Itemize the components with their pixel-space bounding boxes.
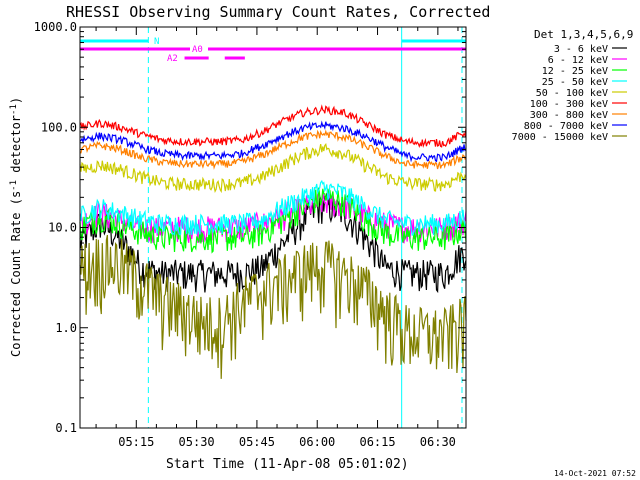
status-label-bg: [190, 43, 208, 53]
series-line: [79, 187, 467, 254]
x-tick-label: 05:15: [118, 435, 154, 449]
y-tick-label: 100.0: [41, 120, 77, 134]
legend-label: 7000 - 15000 keV: [512, 132, 608, 143]
chart-title: RHESSI Observing Summary Count Rates, Co…: [66, 3, 490, 21]
y-tick-label: 1000.0: [34, 20, 77, 34]
series-line: [79, 104, 467, 149]
y-axis-label: Corrected Count Rate (s-1 detector-1): [9, 97, 23, 357]
legend-title: Det 1,3,4,5,6,9: [534, 28, 633, 41]
x-tick-label: 05:45: [239, 435, 275, 449]
legend-label: 6 - 12 keV: [548, 55, 608, 66]
legend-label: 800 - 7000 keV: [524, 121, 608, 132]
status-label-a0: A0: [192, 45, 203, 55]
legend-label: 100 - 300 keV: [530, 99, 608, 110]
plot-area: N A0 A2: [79, 27, 467, 428]
status-label-a2: A2: [167, 54, 178, 64]
x-axis-label: Start Time (11-Apr-08 05:01:02): [166, 457, 409, 472]
timestamp: 14-Oct-2021 07:52: [554, 469, 636, 478]
x-tick-label: 06:30: [420, 435, 456, 449]
series-line: [79, 129, 467, 170]
legend-label: 300 - 800 keV: [530, 110, 608, 121]
legend-label: 12 - 25 keV: [542, 66, 608, 77]
x-axis: 05:15 05:30 05:45 06:00 06:15 06:30: [95, 27, 459, 449]
series-line: [79, 234, 467, 379]
x-tick-label: 06:15: [359, 435, 395, 449]
y-tick-label: 0.1: [55, 421, 77, 435]
legend-label: 25 - 50 keV: [542, 77, 608, 88]
series-line: [79, 142, 467, 194]
status-label-bg: [152, 35, 163, 45]
legend-label: 50 - 100 keV: [536, 88, 608, 99]
legend-label: 3 - 6 keV: [554, 44, 608, 55]
x-tick-label: 06:00: [299, 435, 335, 449]
x-tick-label: 05:30: [179, 435, 215, 449]
series-line: [79, 120, 467, 163]
series-line: [79, 179, 467, 237]
y-tick-label: 1.0: [55, 321, 77, 335]
y-tick-label: 10.0: [48, 221, 77, 235]
status-label-bg: [165, 52, 183, 62]
y-axis: 0.1 1.0 10.0 100.0 1000.0: [34, 20, 466, 435]
status-label-n: N: [154, 37, 159, 47]
series-line: [79, 193, 467, 294]
